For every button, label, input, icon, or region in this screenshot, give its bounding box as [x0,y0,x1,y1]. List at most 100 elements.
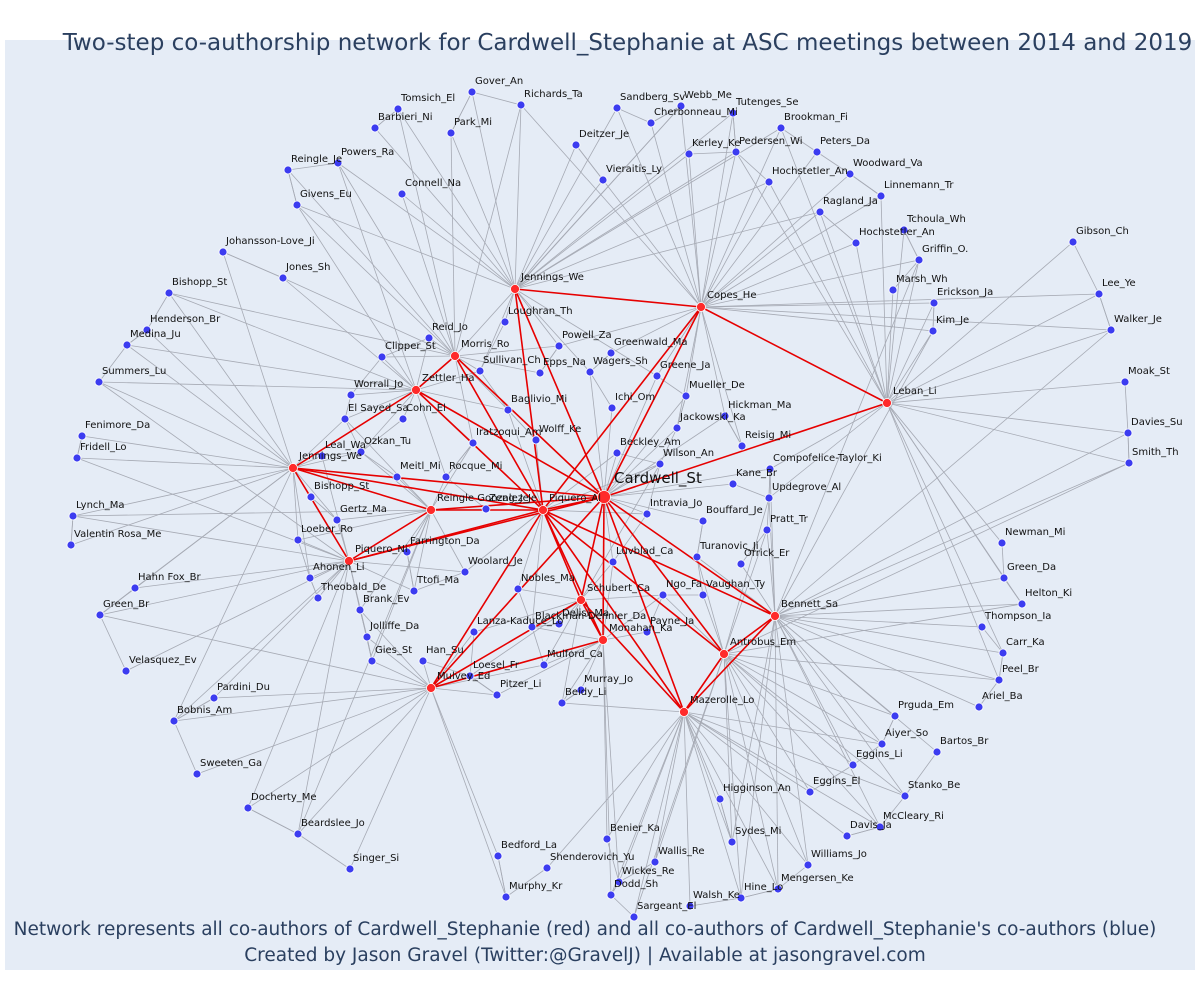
blue-node[interactable] [398,414,408,424]
blue-node[interactable] [513,584,523,594]
blue-node[interactable] [397,189,407,199]
blue-node[interactable] [542,863,552,873]
red-node[interactable] [450,351,460,361]
blue-node[interactable] [877,739,887,749]
blue-node[interactable] [66,540,76,550]
blue-node[interactable] [728,479,738,489]
blue-node[interactable] [333,158,343,168]
blue-node[interactable] [652,371,662,381]
blue-node[interactable] [72,453,82,463]
blue-node[interactable] [492,690,502,700]
blue-node[interactable] [720,411,730,421]
blue-node[interactable] [698,516,708,526]
blue-node[interactable] [293,535,303,545]
blue-node[interactable] [876,191,886,201]
red-node[interactable] [696,302,706,312]
blue-node[interactable] [362,632,372,642]
blue-node[interactable] [516,100,526,110]
blue-node[interactable] [1017,599,1027,609]
blue-node[interactable] [585,367,595,377]
blue-node[interactable] [762,525,772,535]
blue-node[interactable] [815,207,825,217]
blue-node[interactable] [465,671,475,681]
blue-node[interactable] [764,493,774,503]
red-node[interactable] [426,505,436,515]
blue-node[interactable] [446,128,456,138]
blue-node[interactable] [842,831,852,841]
red-node[interactable] [719,649,729,659]
blue-node[interactable] [997,538,1007,548]
blue-node[interactable] [728,108,738,118]
blue-node[interactable] [698,590,708,600]
blue-node[interactable] [218,247,228,257]
blue-node[interactable] [929,298,939,308]
blue-node[interactable] [402,547,412,557]
blue-node[interactable] [424,333,434,343]
blue-node[interactable] [672,423,682,433]
blue-node[interactable] [715,794,725,804]
blue-node[interactable] [1124,458,1134,468]
blue-node[interactable] [571,140,581,150]
blue-node[interactable] [95,610,105,620]
blue-node[interactable] [481,504,491,514]
blue-node[interactable] [629,912,639,922]
blue-node[interactable] [848,760,858,770]
blue-node[interactable] [977,622,987,632]
blue-node[interactable] [468,438,478,448]
blue-node[interactable] [658,590,668,600]
blue-node[interactable] [602,834,612,844]
blue-node[interactable] [293,829,303,839]
blue-node[interactable] [1106,325,1116,335]
red-node[interactable] [411,385,421,395]
blue-node[interactable] [576,685,586,695]
blue-node[interactable] [1094,289,1104,299]
blue-node[interactable] [209,693,219,703]
blue-node[interactable] [845,169,855,179]
blue-node[interactable] [998,648,1008,658]
focal-node[interactable] [597,490,611,504]
blue-node[interactable] [1120,377,1130,387]
red-node[interactable] [770,611,780,621]
blue-node[interactable] [475,366,485,376]
blue-node[interactable] [614,877,624,887]
blue-node[interactable] [684,149,694,159]
blue-node[interactable] [377,352,387,362]
blue-node[interactable] [142,325,152,335]
blue-node[interactable] [606,890,616,900]
red-node[interactable] [679,707,689,717]
blue-node[interactable] [531,435,541,445]
blue-node[interactable] [355,605,365,615]
blue-node[interactable] [306,492,316,502]
blue-node[interactable] [278,273,288,283]
red-node[interactable] [882,398,892,408]
blue-node[interactable] [731,147,741,157]
blue-node[interactable] [292,200,302,210]
blue-node[interactable] [776,123,786,133]
red-node[interactable] [344,556,354,566]
blue-node[interactable] [681,391,691,401]
blue-node[interactable] [469,627,479,637]
blue-node[interactable] [875,822,885,832]
blue-node[interactable] [932,747,942,757]
blue-node[interactable] [130,583,140,593]
red-node[interactable] [598,635,608,645]
blue-node[interactable] [999,573,1009,583]
blue-node[interactable] [890,711,900,721]
blue-node[interactable] [899,225,909,235]
red-node[interactable] [510,284,520,294]
blue-node[interactable] [535,368,545,378]
blue-node[interactable] [736,559,746,569]
blue-node[interactable] [773,884,783,894]
blue-node[interactable] [676,101,686,111]
blue-node[interactable] [243,803,253,813]
blue-node[interactable] [612,103,622,113]
blue-node[interactable] [94,377,104,387]
blue-node[interactable] [1068,237,1078,247]
blue-node[interactable] [467,87,477,97]
blue-node[interactable] [493,851,503,861]
blue-node[interactable] [736,893,746,903]
blue-node[interactable] [340,414,350,424]
blue-node[interactable] [121,666,131,676]
blue-node[interactable] [164,288,174,298]
